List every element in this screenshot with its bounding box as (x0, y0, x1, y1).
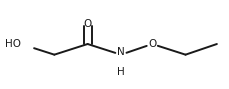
Text: O: O (83, 19, 91, 29)
Text: N: N (117, 47, 124, 57)
Text: O: O (147, 39, 156, 49)
Text: H: H (117, 67, 124, 77)
Text: HO: HO (5, 39, 21, 49)
